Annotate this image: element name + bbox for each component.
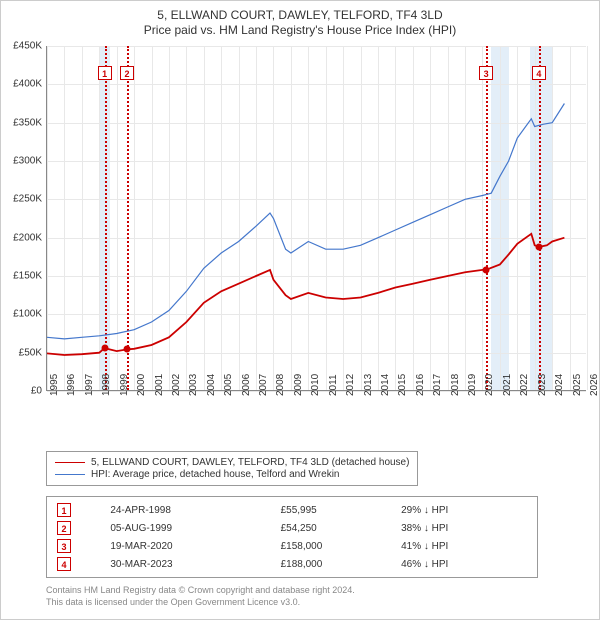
footer-line-1: Contains HM Land Registry data © Crown c… [46,585,355,597]
y-tick-label: £400K [13,79,42,90]
event-marker-box: 4 [532,66,546,80]
y-tick-label: £300K [13,156,42,167]
event-marker-box: 3 [479,66,493,80]
event-marker-box: 1 [98,66,112,80]
chart-area: 1234 £0£50K£100K£150K£200K£250K£300K£350… [46,46,586,411]
legend-row-price: 5, ELLWAND COURT, DAWLEY, TELFORD, TF4 3… [55,457,409,468]
event-date: 24-APR-1998 [106,501,276,519]
x-tick-label: 2026 [589,374,600,396]
event-row: 319-MAR-2020£158,00041% ↓ HPI [53,537,531,555]
legend-row-hpi: HPI: Average price, detached house, Telf… [55,469,409,480]
legend-label-hpi: HPI: Average price, detached house, Telf… [91,469,340,480]
events-table: 124-APR-1998£55,99529% ↓ HPI205-AUG-1999… [53,501,531,573]
y-tick-label: £350K [13,117,42,128]
events-legend: 124-APR-1998£55,99529% ↓ HPI205-AUG-1999… [46,496,538,578]
event-date: 19-MAR-2020 [106,537,276,555]
line-svg [47,46,587,391]
title-line-2: Price paid vs. HM Land Registry's House … [1,23,599,37]
event-pct: 46% ↓ HPI [397,555,531,573]
event-row: 205-AUG-1999£54,25038% ↓ HPI [53,519,531,537]
event-price: £158,000 [277,537,397,555]
price-marker [123,346,130,353]
plot-area: 12 3 4 [46,46,586,391]
legend-label-price: 5, ELLWAND COURT, DAWLEY, TELFORD, TF4 3… [91,457,409,468]
title-line-1: 5, ELLWAND COURT, DAWLEY, TELFORD, TF4 3… [1,8,599,22]
event-date: 30-MAR-2023 [106,555,276,573]
y-tick-label: £250K [13,194,42,205]
price-marker [483,266,490,273]
footer: Contains HM Land Registry data © Crown c… [46,585,355,608]
event-row: 124-APR-1998£55,99529% ↓ HPI [53,501,531,519]
event-pct: 41% ↓ HPI [397,537,531,555]
event-price: £54,250 [277,519,397,537]
legend-swatch-price [55,462,85,463]
title-block: 5, ELLWAND COURT, DAWLEY, TELFORD, TF4 3… [1,1,599,37]
event-num: 4 [53,555,106,573]
event-row: 430-MAR-2023£188,00046% ↓ HPI [53,555,531,573]
event-pct: 29% ↓ HPI [397,501,531,519]
y-tick-label: £50K [19,347,42,358]
y-tick-label: £100K [13,309,42,320]
event-price: £55,995 [277,501,397,519]
series-legend: 5, ELLWAND COURT, DAWLEY, TELFORD, TF4 3… [46,451,418,486]
event-pct: 38% ↓ HPI [397,519,531,537]
chart-container: 5, ELLWAND COURT, DAWLEY, TELFORD, TF4 3… [0,0,600,620]
gridline-v [587,46,588,390]
y-tick-label: £200K [13,232,42,243]
y-tick-label: £0 [31,386,42,397]
event-marker-box: 2 [120,66,134,80]
y-tick-label: £450K [13,41,42,52]
y-tick-label: £150K [13,271,42,282]
event-num: 3 [53,537,106,555]
event-price: £188,000 [277,555,397,573]
footer-line-2: This data is licensed under the Open Gov… [46,597,355,609]
legend-swatch-hpi [55,474,85,475]
series-price_paid [47,234,564,355]
price-marker [101,345,108,352]
price-marker [535,243,542,250]
series-hpi [47,104,564,339]
event-num: 2 [53,519,106,537]
event-date: 05-AUG-1999 [106,519,276,537]
event-num: 1 [53,501,106,519]
